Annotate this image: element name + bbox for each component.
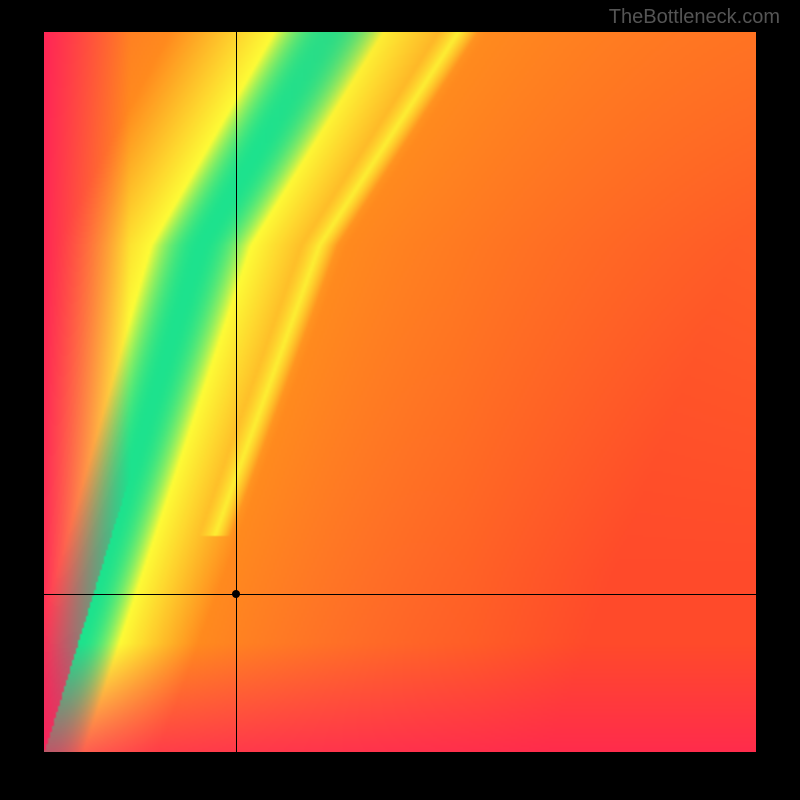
crosshair-horizontal: [44, 594, 756, 595]
heatmap-plot: [44, 32, 756, 752]
crosshair-vertical: [236, 32, 237, 752]
heatmap-canvas: [44, 32, 756, 752]
watermark-text: TheBottleneck.com: [609, 6, 780, 29]
intersection-marker: [232, 590, 240, 598]
